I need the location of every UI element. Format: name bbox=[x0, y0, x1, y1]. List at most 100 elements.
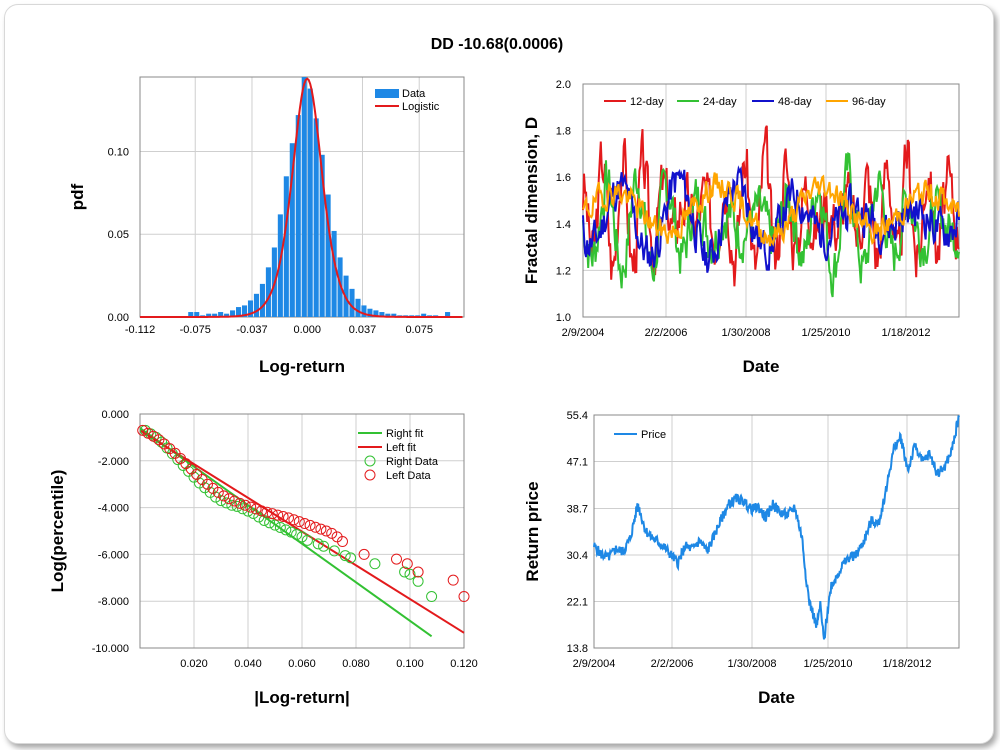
left-data-point bbox=[223, 493, 235, 505]
left-data-point bbox=[266, 508, 278, 520]
figure-title: DD -10.68(0.0006) bbox=[431, 36, 564, 53]
right-data-point bbox=[280, 524, 292, 536]
histogram-bar bbox=[218, 312, 224, 317]
x-tick-label: 0.080 bbox=[342, 658, 370, 670]
histogram-bar bbox=[295, 115, 301, 317]
left-data-point bbox=[218, 490, 230, 502]
histogram-bar bbox=[325, 194, 331, 317]
left-data-point bbox=[283, 512, 294, 524]
histogram-bar bbox=[236, 307, 242, 317]
right-data-point bbox=[369, 558, 381, 570]
left-data-point bbox=[256, 505, 267, 517]
y-tick-label: 1.2 bbox=[556, 265, 571, 277]
right-data-point bbox=[301, 534, 313, 546]
histogram-bar bbox=[391, 313, 397, 317]
right-data-point bbox=[274, 521, 286, 533]
left-data-point bbox=[137, 424, 149, 436]
y-tick-label: -6.000 bbox=[98, 549, 129, 561]
x-tick-label: 0.000 bbox=[293, 324, 321, 336]
left-data-point bbox=[288, 514, 300, 526]
right-data-point bbox=[399, 566, 411, 578]
left-data-point bbox=[261, 506, 273, 518]
legend-label: Right fit bbox=[386, 428, 423, 440]
legend-label: Logistic bbox=[402, 101, 440, 113]
x-axis-label: |Log-return| bbox=[254, 688, 349, 707]
left-data-point bbox=[447, 574, 459, 586]
left-data-point bbox=[315, 523, 327, 535]
left-data-point bbox=[142, 427, 154, 439]
right-data-point bbox=[345, 552, 357, 564]
legend-label: Price bbox=[641, 429, 666, 441]
x-axis-label: Date bbox=[743, 357, 780, 376]
y-tick-label: 0.10 bbox=[108, 146, 129, 158]
plot-border bbox=[593, 414, 960, 649]
y-tick-label: 55.4 bbox=[567, 410, 588, 422]
right-data-point bbox=[291, 529, 303, 541]
y-tick-label: -2.000 bbox=[98, 456, 129, 468]
x-tick-label: 0.040 bbox=[234, 658, 262, 670]
histogram-bar bbox=[331, 230, 337, 317]
left-data-point bbox=[229, 495, 240, 507]
legend-label: 96-day bbox=[852, 96, 886, 108]
series-line-24-day bbox=[582, 152, 960, 298]
right-data-point bbox=[404, 568, 416, 580]
left-data-point bbox=[391, 553, 402, 565]
x-tick-label: 2/9/2004 bbox=[573, 658, 616, 670]
left-data-point bbox=[358, 548, 370, 560]
right-data-point bbox=[269, 519, 281, 531]
x-tick-label: 1/18/2012 bbox=[882, 327, 931, 339]
histogram-bar bbox=[194, 312, 200, 317]
histogram-bar bbox=[206, 313, 212, 317]
price-panel: 2/9/2004 2/2/2006 1/30/2008 1/25/2010 1/18/2… bbox=[523, 410, 960, 707]
histogram-bar bbox=[301, 77, 307, 317]
x-tick-label: 0.100 bbox=[396, 658, 424, 670]
right-data-point bbox=[139, 424, 151, 436]
logistic-fit-line bbox=[140, 77, 463, 318]
left-data-point bbox=[250, 503, 262, 515]
x-tick-label: 0.120 bbox=[450, 658, 478, 670]
histogram-bar bbox=[265, 267, 271, 317]
left-data-point bbox=[412, 566, 424, 578]
histogram-bar bbox=[230, 310, 236, 317]
x-axis-label: Log-return bbox=[259, 357, 345, 376]
histogram-bar bbox=[319, 154, 325, 317]
right-data-point bbox=[237, 503, 249, 515]
legend-label: 12-day bbox=[630, 96, 664, 108]
legend-label: Left Data bbox=[386, 470, 432, 482]
right-data-point bbox=[231, 500, 243, 512]
histogram-bar bbox=[277, 214, 283, 317]
y-tick-label: -10.000 bbox=[92, 643, 129, 655]
right-data-point bbox=[253, 511, 265, 523]
histogram-bar bbox=[337, 257, 343, 317]
y-tick-label: 22.1 bbox=[567, 597, 588, 609]
x-tick-label: 0.037 bbox=[349, 324, 377, 336]
y-tick-label: 30.4 bbox=[567, 550, 588, 562]
left-data-point bbox=[337, 536, 348, 548]
right-data-point bbox=[318, 540, 330, 552]
y-tick-label: 2.0 bbox=[556, 79, 571, 91]
right-data-point bbox=[296, 531, 308, 543]
histogram-panel: -0.112 -0.075 -0.037 0.000 0.037 0.075 0.00 0.0… bbox=[68, 76, 465, 376]
fractal-dimension-panel: 2/9/2004 2/2/2006 1/30/2008 1/25/2010 1/18/2… bbox=[522, 79, 960, 376]
price-line bbox=[593, 415, 960, 640]
histogram-bar bbox=[445, 312, 451, 317]
x-tick-label: 0.075 bbox=[405, 324, 433, 336]
left-data-point bbox=[234, 497, 246, 509]
histogram-bar bbox=[253, 293, 259, 317]
histogram-bar bbox=[259, 283, 265, 317]
right-data-point bbox=[285, 526, 297, 538]
histogram-bar bbox=[224, 313, 230, 317]
left-data-point bbox=[148, 430, 159, 442]
x-tick-label: 1/25/2010 bbox=[802, 327, 851, 339]
y-tick-label: 0.000 bbox=[101, 409, 129, 421]
y-tick-label: 0.05 bbox=[108, 229, 129, 241]
x-tick-label: -0.037 bbox=[236, 324, 267, 336]
left-data-point bbox=[272, 509, 284, 521]
histogram-bar bbox=[367, 308, 373, 317]
x-tick-label: 1/25/2010 bbox=[804, 658, 853, 670]
histogram-bar bbox=[241, 305, 248, 317]
legend-swatch bbox=[364, 455, 376, 467]
histogram-bar bbox=[283, 176, 289, 317]
y-tick-label: 1.6 bbox=[556, 172, 571, 184]
